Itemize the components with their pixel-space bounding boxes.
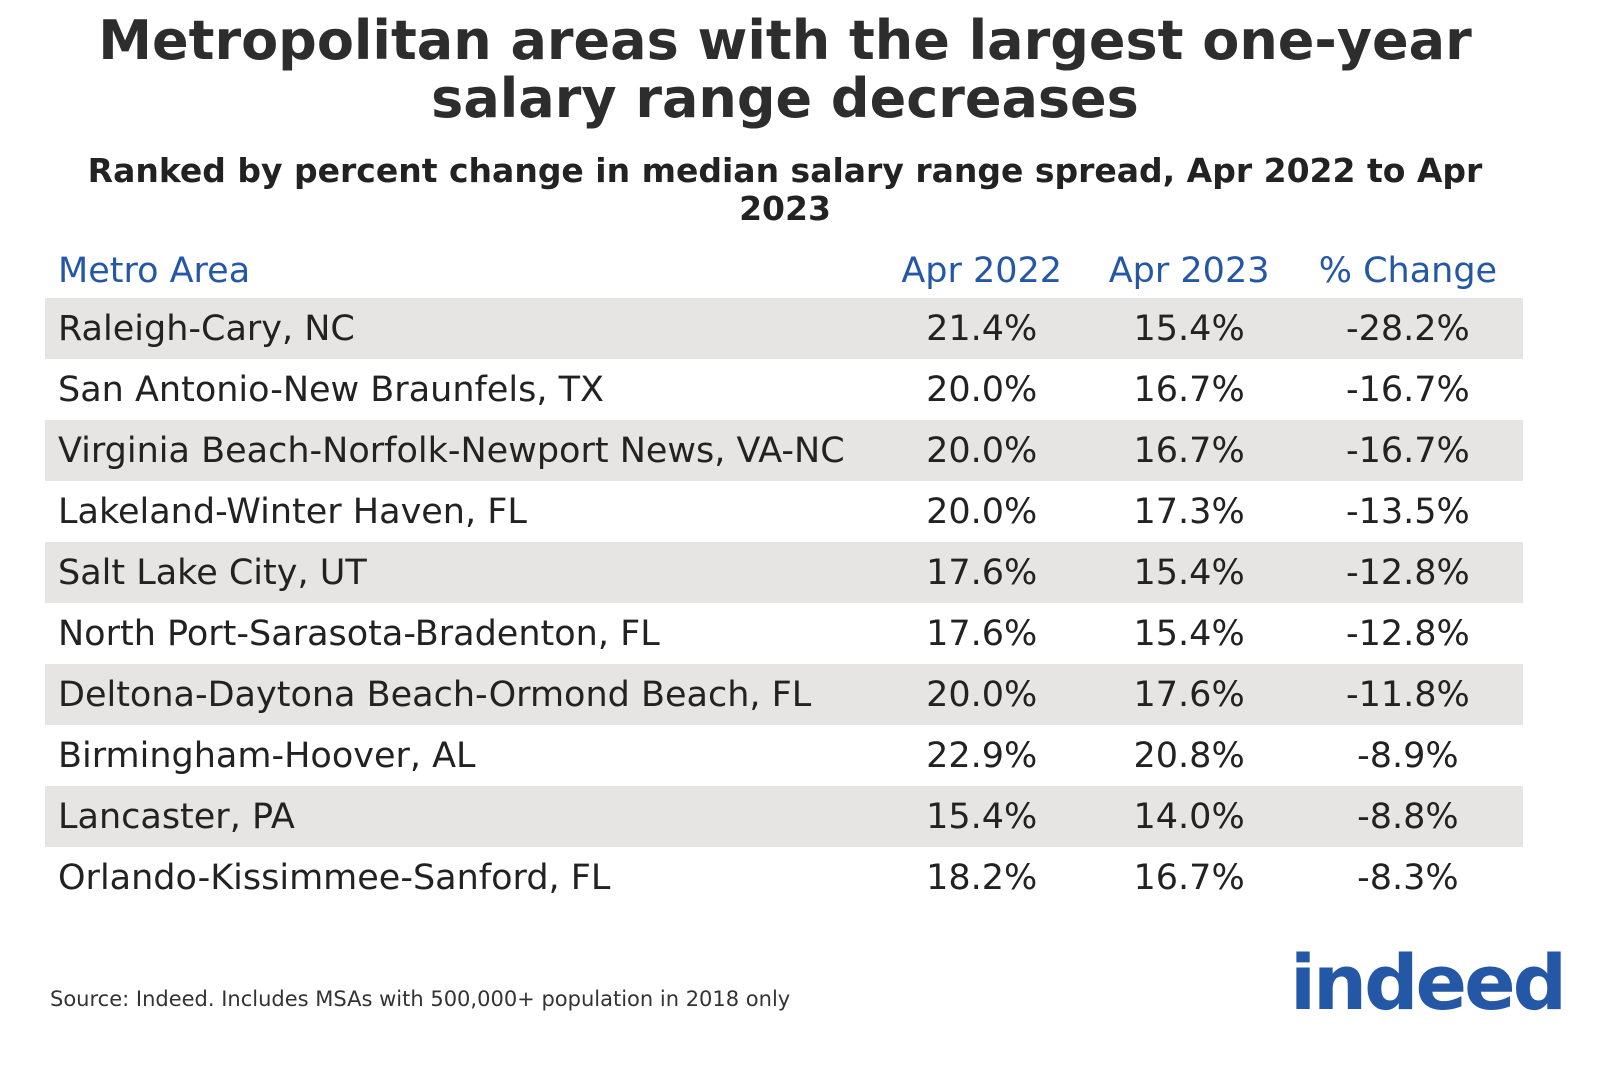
table-body: Raleigh-Cary, NC 21.4% 15.4% -28.2% San Anto… [45, 298, 1523, 908]
table-cell: 15.4% [878, 786, 1086, 847]
table-cell: 18.2% [926, 857, 1038, 898]
column-header: Metro Area [58, 250, 251, 291]
table-cell: 16.7% [1133, 369, 1245, 410]
table-cell: -11.8% [1292, 664, 1523, 725]
table-row: Virginia Beach-Norfolk-Newport News, VA-… [45, 420, 1523, 481]
table-cell: -8.9% [1357, 735, 1459, 776]
table-cell: 15.4% [1085, 298, 1293, 359]
table-cell: Birmingham-Hoover, AL [58, 735, 476, 776]
logo: indeed [1290, 938, 1567, 1027]
table-row: North Port-Sarasota-Bradenton, FL 17.6% 15… [45, 603, 1523, 664]
table-cell: 20.0% [926, 369, 1038, 410]
table-cell: 15.4% [1085, 542, 1293, 603]
table-cell: Deltona-Daytona Beach-Ormond Beach, FL [45, 664, 878, 725]
table-cell: 14.0% [1085, 786, 1293, 847]
table-row: Raleigh-Cary, NC 21.4% 15.4% -28.2% [45, 298, 1523, 359]
table-cell: 16.7% [1085, 420, 1293, 481]
subtitle: Ranked by percent change in median salar… [87, 151, 1483, 228]
column-header: % Change [1318, 250, 1498, 291]
table-cell: 17.6% [926, 613, 1038, 654]
table: Metro Area Apr 2022 Apr 2023 % Change Ralei… [45, 243, 1523, 908]
table-cell: Virginia Beach-Norfolk-Newport News, VA-… [45, 420, 878, 481]
table-cell: 22.9% [926, 735, 1038, 776]
table-cell: 20.0% [878, 664, 1086, 725]
table-row: Lancaster, PA 15.4% 14.0% -8.8% [45, 786, 1523, 847]
table-row: San Antonio-New Braunfels, TX 20.0% 16.7% -… [45, 359, 1523, 420]
table-cell: -16.7% [1292, 420, 1523, 481]
table-cell: 17.6% [878, 542, 1086, 603]
table-row: Birmingham-Hoover, AL 22.9% 20.8% -8.9% [45, 725, 1523, 786]
table-cell: 15.4% [1133, 613, 1245, 654]
table-row: Salt Lake City, UT 17.6% 15.4% -12.8% [45, 542, 1523, 603]
table-row: Orlando-Kissimmee-Sanford, FL 18.2% 16.7% -… [45, 847, 1523, 908]
table-row: Lakeland-Winter Haven, FL 20.0% 17.3% -13.5… [45, 481, 1523, 542]
table-cell: San Antonio-New Braunfels, TX [58, 369, 604, 410]
table-cell: North Port-Sarasota-Bradenton, FL [58, 613, 660, 654]
title: Metropolitan areas with the largest one-… [98, 9, 1472, 130]
table-cell: 20.0% [926, 491, 1038, 532]
table-cell: -28.2% [1292, 298, 1523, 359]
table-cell: -12.8% [1345, 613, 1470, 654]
table-cell: Orlando-Kissimmee-Sanford, FL [58, 857, 611, 898]
table-cell: 16.7% [1133, 857, 1245, 898]
table-cell: Lakeland-Winter Haven, FL [58, 491, 527, 532]
table-cell: -8.8% [1292, 786, 1523, 847]
header-row: Metro Area Apr 2022 Apr 2023 % Change [45, 243, 1523, 298]
table-cell: 20.0% [878, 420, 1086, 481]
table-cell: 20.8% [1133, 735, 1245, 776]
column-header: Apr 2023 [1108, 250, 1270, 291]
table-cell: Raleigh-Cary, NC [45, 298, 878, 359]
table-cell: Salt Lake City, UT [45, 542, 878, 603]
table-cell: -12.8% [1292, 542, 1523, 603]
table-cell: 21.4% [878, 298, 1086, 359]
table-cell: -13.5% [1345, 491, 1470, 532]
table-cell: -8.3% [1357, 857, 1459, 898]
table-cell: Lancaster, PA [45, 786, 878, 847]
table-row: Deltona-Daytona Beach-Ormond Beach, FL 20… [45, 664, 1523, 725]
table-cell: -16.7% [1345, 369, 1470, 410]
source-note: Source: Indeed. Includes MSAs with 500,0… [50, 987, 791, 1011]
column-header: Apr 2022 [901, 250, 1063, 291]
table-cell: 17.3% [1133, 491, 1245, 532]
table-cell: 17.6% [1085, 664, 1293, 725]
